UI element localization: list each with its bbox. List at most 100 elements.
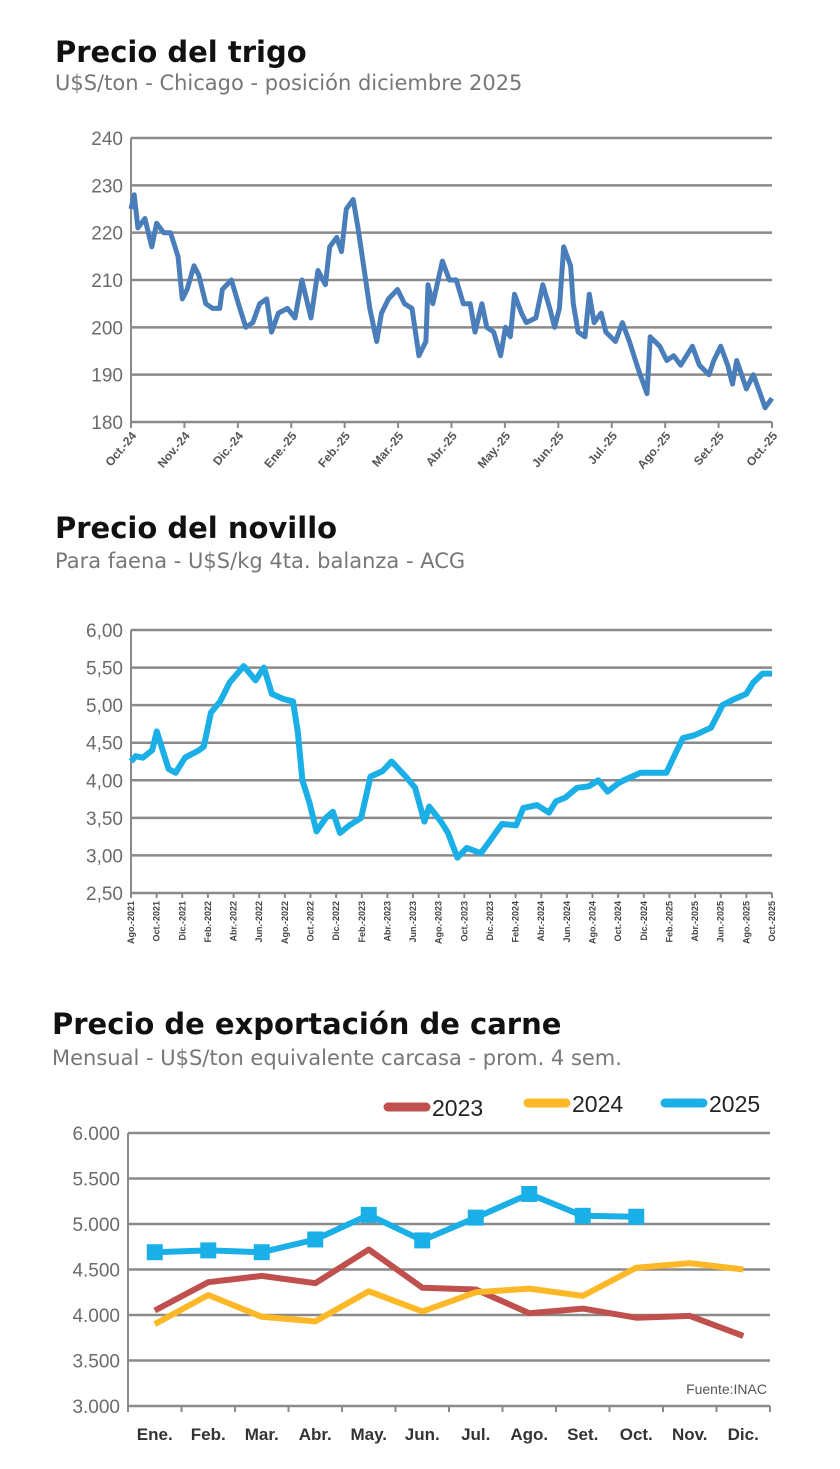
chart3-xtick-label: May. [350,1425,387,1444]
chart3-legend-label-2023: 2023 [432,1095,483,1121]
chart2-ytick-label: 3,00 [86,846,123,867]
chart3-subtitle: Mensual - U$S/ton equivalente carcasa - … [52,1046,622,1070]
chart2-xtick-label: Jun.-2022 [254,901,264,943]
chart3-ytick-label: 5.000 [72,1215,120,1236]
chart1-xtick-label: Set.-25 [691,429,727,468]
chart2-xtick-label: Ago.-2025 [741,901,751,944]
chart3-xtick-label: Jun. [405,1425,440,1444]
chart3-title: Precio de exportación de carne [52,1007,561,1041]
chart1-xtick-label: Feb.-25 [315,429,353,470]
chart2-xtick-label: Oct.-2025 [767,901,777,942]
chart2-xtick-label: Oct.-2023 [459,901,469,942]
chart3-marker-2025 [574,1207,591,1224]
chart3-xtick-label: Ene. [137,1425,173,1444]
chart3-xtick-label: Mar. [245,1425,279,1444]
chart3-ytick-label: 3.500 [72,1352,120,1373]
chart2-xtick-label: Feb.-2023 [357,901,367,943]
chart1-ytick-label: 240 [91,129,123,150]
chart3-marker-2025 [467,1209,484,1226]
chart1-ytick-label: 220 [91,224,123,245]
chart3-xtick-label: Feb. [191,1425,226,1444]
chart2-xtick-label: Oct.-2021 [152,901,162,942]
chart2-xtick-label: Abr.-2023 [382,901,392,942]
chart3-series-line-2025 [154,1191,637,1256]
chart2-xtick-label: Dic.-2021 [177,901,187,941]
chart3-xtick-label: Abr. [299,1425,332,1444]
chart3-ytick-label: 5.500 [72,1170,120,1191]
chart3-marker-2025 [628,1208,645,1225]
chart2-xtick-label: Ago.-2024 [588,901,598,944]
chart3-marker-2025 [146,1244,163,1261]
chart2-ytick-label: 2,50 [86,884,123,905]
chart3-xtick-label: Dic. [728,1425,759,1444]
chart3-xtick-label: Nov. [672,1425,708,1444]
chart3-marker-2025 [307,1231,324,1248]
chart2-series-line [128,663,772,861]
chart2-ytick-label: 4,50 [86,734,123,755]
chart3-series-line-2024 [153,1260,744,1327]
chart1-xtick-label: Ago.-25 [634,429,673,472]
chart2-ytick-label: 3,50 [86,809,123,830]
chart2-xtick-label: Feb.-2025 [664,901,674,943]
chart3-marker-2025 [360,1206,377,1223]
chart3-ytick-label: 4.500 [72,1261,120,1282]
chart2-xtick-label: Oct.-2024 [613,901,623,942]
chart2-xtick-label: Abr.-2025 [690,901,700,942]
chart2-ytick-label: 5,00 [86,696,123,717]
chart2-xtick-label: Ago.-2022 [280,901,290,944]
chart3-xtick-label: Oct. [620,1425,653,1444]
chart3-ytick-label: 3.000 [72,1397,120,1418]
chart2-xtick-label: Ago.-2021 [126,901,136,944]
chart3-marker-2025 [414,1232,431,1249]
chart3-xtick-label: Set. [567,1425,598,1444]
chart3-legend-label-2024: 2024 [572,1091,623,1117]
chart1-title: Precio del trigo [55,35,307,69]
chart2-xtick-label: Dic.-2024 [639,901,649,941]
chart1-ytick-label: 200 [91,318,123,339]
chart2-xtick-label: Ago.-2023 [434,901,444,944]
chart1-xtick-label: Ene.-25 [261,429,299,471]
chart1-xtick-label: Mar.-25 [369,429,407,470]
chart2-xtick-label: Jun.-2023 [408,901,418,943]
chart1-xtick-label: Abr.-25 [423,429,460,469]
chart1-ytick-label: 210 [91,271,123,292]
chart2-ytick-label: 6,00 [86,621,123,642]
chart1-xtick-label: Jul.-25 [585,429,620,467]
chart3-legend-label-2025: 2025 [709,1091,760,1117]
chart2-xtick-label: Oct.-2022 [305,901,315,942]
chart2-xtick-label: Feb.-2024 [511,901,521,943]
chart1-xtick-label: Nov.-24 [155,429,193,471]
chart1-wheat-price: 180 190 200 210 220 230 240 Oct.-24 Nov.-24 Dic.-… [91,129,780,472]
chart2-title: Precio del novillo [55,511,337,545]
chart2-xtick-label: Dic.-2023 [485,901,495,941]
chart1-xtick-label: May.-25 [475,429,514,471]
chart2-subtitle: Para faena - U$S/kg 4ta. balanza - ACG [55,549,465,573]
chart1-ytick-label: 180 [91,413,123,434]
chart2-xtick-label: Jun.-2024 [562,901,572,943]
chart3-ytick-label: 4.000 [72,1306,120,1327]
chart2-xtick-label: Jun.-2025 [716,901,726,943]
chart1-xtick-label: Oct.-25 [743,429,780,469]
chart1-xtick-label: Jun.-25 [529,429,567,470]
chart2-ytick-label: 4,00 [86,771,123,792]
chart2-xtick-label: Dic.-2022 [331,901,341,941]
chart3-marker-2025 [253,1244,270,1261]
chart1-series-line [128,192,775,411]
chart2-steer-price: 2,50 3,00 3,50 4,00 4,50 5,00 5,50 6,00 Ago.-202… [86,621,777,944]
chart2-xtick-label: Abr.-2024 [536,901,546,942]
chart3-marker-2025 [521,1185,538,1202]
chart3-beef-export-price: 3.000 3.500 4.000 4.500 5.000 5.500 6.000 Ene. F… [72,1091,771,1444]
chart3-series-line-2023 [153,1246,745,1339]
chart1-ytick-label: 230 [91,176,123,197]
chart3-xtick-label: Jul. [461,1425,490,1444]
chart1-subtitle: U$S/ton - Chicago - posición diciembre 2… [55,71,522,95]
chart1-ytick-label: 190 [91,366,123,387]
chart3-source: Fuente:INAC [686,1381,767,1397]
chart3-xtick-label: Ago. [510,1425,548,1444]
chart2-xtick-label: Abr.-2022 [229,901,239,942]
chart3-marker-2025 [200,1242,217,1259]
chart2-ytick-label: 5,50 [86,659,123,680]
chart2-xtick-label: Feb.-2022 [203,901,213,943]
chart1-xtick-label: Dic.-24 [210,429,246,468]
